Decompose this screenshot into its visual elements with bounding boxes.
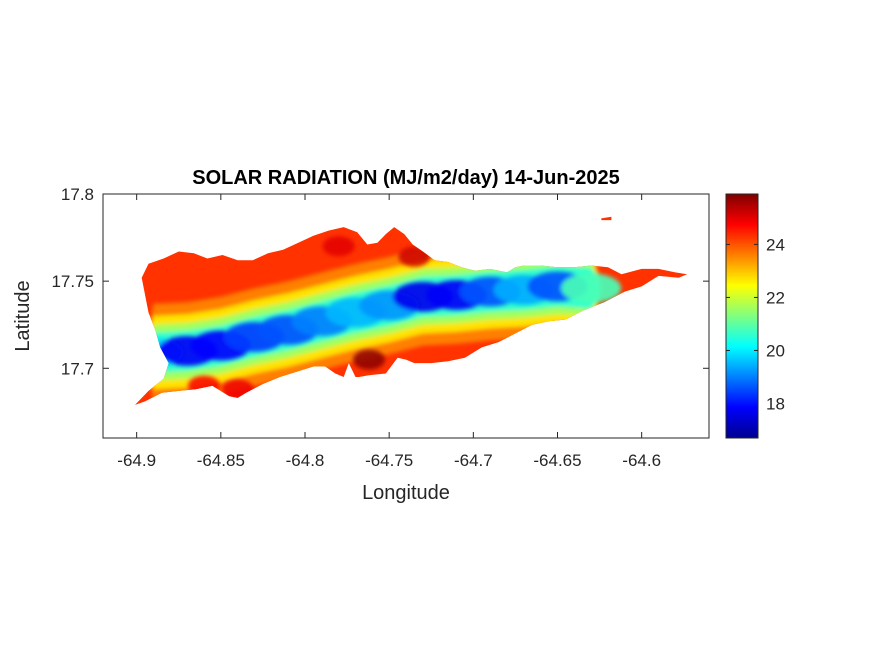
x-tick-label: -64.9 — [117, 451, 156, 470]
y-axis-ticks: 17.7 17.75 17.8 — [51, 185, 709, 378]
y-tick-label: 17.8 — [61, 185, 94, 204]
colorbar-ticks: 18 20 22 24 — [726, 235, 785, 414]
core-cell — [561, 273, 622, 303]
x-tick-label: -64.6 — [622, 451, 661, 470]
hot-spot — [353, 349, 385, 370]
x-tick-label: -64.75 — [365, 451, 413, 470]
colorbar-gradient — [725, 193, 759, 439]
hot-spot — [322, 236, 355, 257]
hot-spot — [398, 246, 431, 267]
y-tick-label: 17.7 — [61, 359, 94, 378]
colorbar-tick-label: 18 — [766, 395, 785, 414]
y-tick-label: 17.75 — [51, 272, 94, 291]
x-axis-label: Longitude — [362, 482, 450, 504]
y-axis-label: Latitude — [12, 280, 34, 351]
x-axis-ticks: -64.9 -64.85 -64.8 -64.75 -64.7 -64.65 -64.6 — [117, 194, 661, 470]
x-tick-label: -64.85 — [197, 451, 245, 470]
colorbar-tick-label: 24 — [766, 235, 785, 254]
x-tick-label: -64.8 — [286, 451, 325, 470]
colorbar-tick-label: 20 — [766, 341, 785, 360]
chart-title: SOLAR RADIATION (MJ/m2/day) 14-Jun-2025 — [192, 167, 620, 189]
x-tick-label: -64.7 — [454, 451, 493, 470]
colorbar: 18 20 22 24 — [725, 193, 785, 439]
colorbar-tick-label: 22 — [766, 288, 785, 307]
x-tick-label: -64.65 — [533, 451, 581, 470]
